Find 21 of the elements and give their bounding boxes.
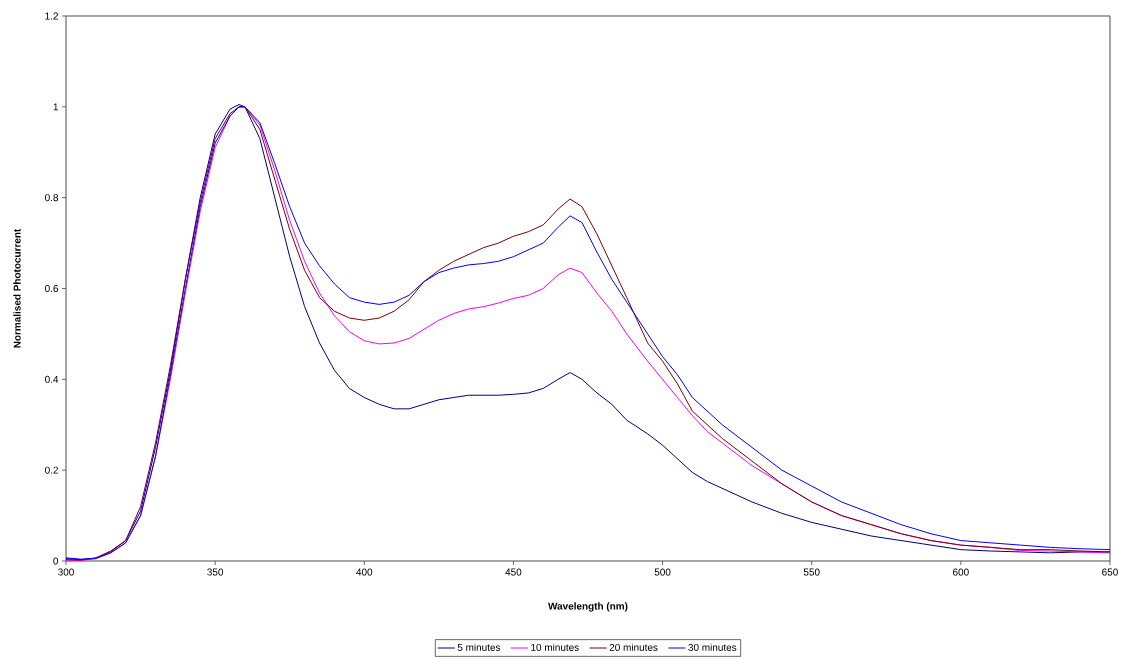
y-tick-label: 0.8 (45, 194, 59, 202)
legend-label: 10 minutes (531, 643, 579, 651)
x-tick-label: 450 (505, 568, 522, 576)
y-tick-label: 1.2 (45, 12, 58, 20)
y-tick-label: 1 (53, 103, 58, 111)
x-tick-label: 600 (953, 568, 969, 576)
x-tick-label: 550 (803, 568, 820, 576)
x-tick-label: 400 (356, 568, 373, 576)
y-axis-title: Normalised Photocurrent (13, 228, 21, 348)
y-tick-label: 0.6 (45, 284, 59, 293)
x-tick-label: 500 (654, 568, 671, 576)
legend-label: 30 minutes (688, 643, 737, 651)
x-axis-title: Wavelength (nm) (548, 602, 628, 612)
x-tick-label: 650 (1102, 568, 1118, 576)
y-tick-label: 0 (53, 557, 59, 565)
y-tick-label: 0.4 (45, 375, 59, 383)
x-tick-label: 300 (58, 568, 74, 576)
y-tick-label: 0.2 (45, 466, 58, 474)
legend-label: 20 minutes (609, 643, 658, 651)
x-tick-label: 350 (207, 568, 224, 576)
legend-label: 5 minutes (457, 643, 501, 651)
